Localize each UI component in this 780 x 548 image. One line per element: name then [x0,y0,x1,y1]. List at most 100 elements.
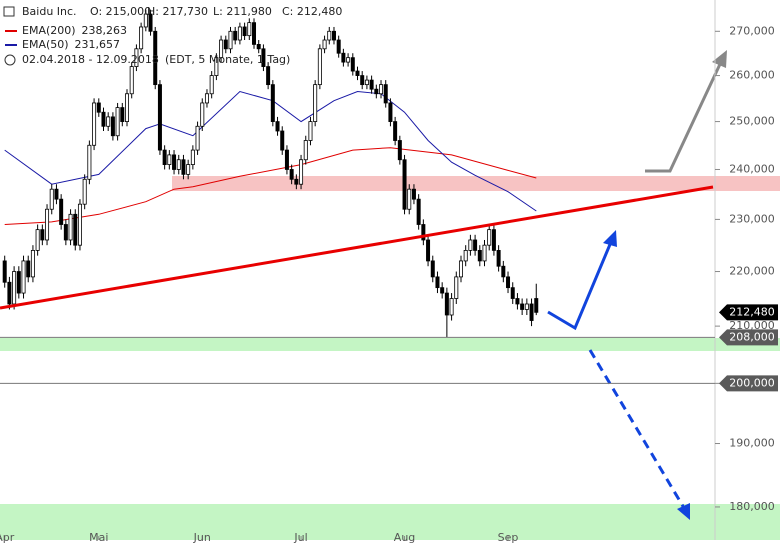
legend-value: 238,263 [82,24,128,37]
candle-body [82,178,87,205]
candle-body [515,298,520,305]
candle-body [148,13,153,32]
resistance-zone [172,176,780,191]
arrow-head [712,50,727,68]
trend-line [0,185,714,310]
candle-body [115,107,120,137]
ohlc-high: H: 217,730 [147,5,208,18]
candle-body [40,229,45,241]
candle-body [520,303,525,310]
candle-body [355,70,360,76]
level-label-box [719,329,778,346]
candle-body [430,260,435,278]
candle-body [59,198,64,225]
candle-body [172,154,177,170]
candle-body [487,229,492,246]
y-tick-label: 220,000 [729,265,775,278]
candle-body [383,84,388,104]
candle-body [87,144,92,180]
candle-body [303,140,308,161]
legend-label: EMA(50) [22,38,69,51]
price-label: 212,480 [729,305,775,318]
candle-body [477,250,482,262]
candle-body [421,224,426,241]
candle-body [153,30,158,86]
candle-body [534,298,539,313]
candle-body [458,260,463,278]
candle-body [233,30,238,41]
y-tick-label: 190,000 [729,437,775,450]
candle-body [308,121,313,141]
candle-body [435,276,440,289]
period: (EDT, 5 Monate, 1 Tag) [165,53,290,66]
ohlc-low: L: 211,980 [213,5,272,18]
candle-body [252,22,257,45]
candle-body [134,48,139,67]
candle-body [237,26,242,41]
candle-body [270,84,275,122]
level-label-box [719,375,778,392]
ohlc-close: C: 212,480 [282,5,342,18]
up-arrow [645,61,723,173]
x-tick-label: Mai [89,531,108,544]
candle-body [501,265,506,278]
candle-body [397,140,402,161]
candle-body [454,276,459,299]
title: Baidu Inc. [22,5,77,18]
candle-body [92,102,97,146]
candle-body [402,159,407,210]
candle-body [313,84,318,122]
candle-body [26,260,31,278]
candle-body [322,39,327,50]
candle-body [463,250,468,262]
candle-body [106,116,111,127]
candle-body [157,84,162,151]
candle-body [284,149,289,170]
candle-body [364,79,369,86]
candle-body [195,125,200,151]
y-tick-label: 270,000 [729,24,775,37]
chart-icon [3,6,15,17]
candle-body [346,57,351,63]
candle-body [496,250,501,267]
dashed-arrow [588,349,686,509]
level-label: 200,000 [729,376,775,389]
x-tick-label: Jun [193,531,211,544]
candle-body [223,39,228,50]
candle-body [261,48,266,67]
candle-body [510,287,515,299]
candle-body [228,30,233,50]
y-tick-label: 250,000 [729,115,775,128]
candle-body [491,229,496,251]
x-tick-label: Apr [0,531,15,544]
y-tick-label: 260,000 [729,69,775,82]
candle-body [242,26,247,37]
candle-body [289,169,294,180]
candle-body [204,93,209,104]
clock-icon [4,54,16,66]
candle-body [77,203,82,246]
candle-body [73,213,78,246]
candle-body [125,93,130,122]
candle-body [482,244,487,262]
candle-body [7,281,12,305]
legend-value: 231,657 [75,38,121,51]
support-zone [0,338,780,351]
y-tick-label: 180,000 [729,500,775,513]
candle-body [327,30,332,41]
candle-body [143,13,148,28]
y-tick-label: 210,000 [729,319,775,332]
candle-body [2,260,7,283]
x-tick-label: Aug [394,531,415,544]
candle-body [449,298,454,316]
candle-body [35,229,40,251]
candle-body [529,303,534,321]
candle-body [54,188,59,200]
ohlc-open: O: 215,000 [90,5,151,18]
candle-body [129,66,134,95]
x-tick-label: Jul [293,531,307,544]
candle-body [96,102,101,113]
candle-body [506,276,511,289]
candle-body [426,239,431,262]
price-label-box [719,304,778,321]
